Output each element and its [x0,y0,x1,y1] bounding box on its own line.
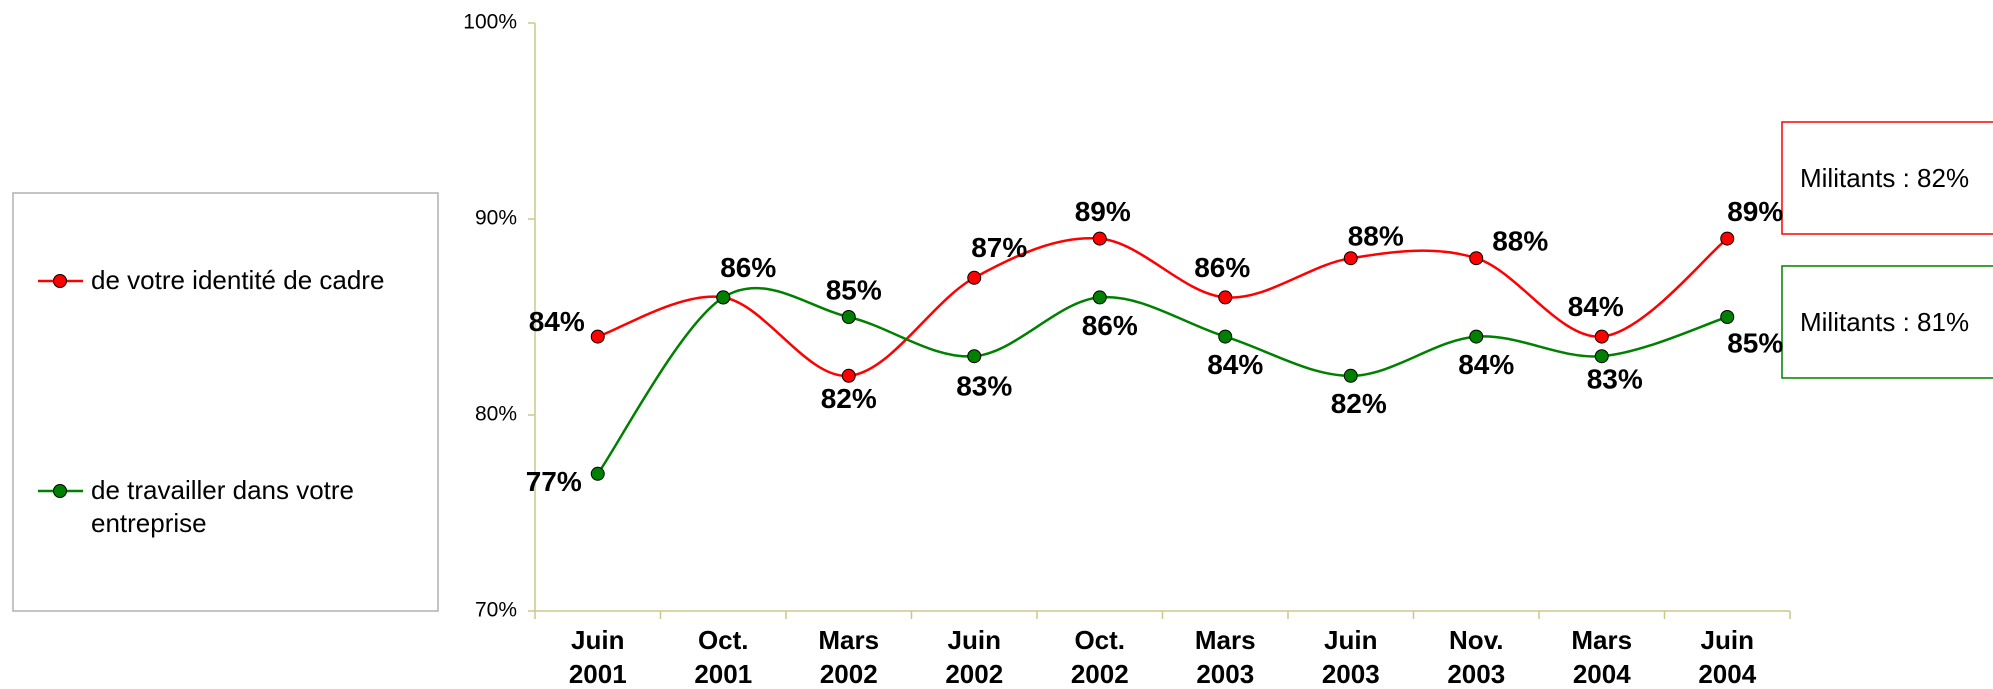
y-tick-label: 80% [475,403,517,426]
series-line [597,236,1729,378]
y-tick-label: 90% [475,207,517,230]
legend-marker [53,484,67,498]
data-point [1469,251,1484,266]
data-label: 83% [956,371,1012,402]
data-label: 86% [720,252,776,283]
x-tick-label: Mars 2004 [1571,625,1633,689]
data-point [590,466,605,481]
x-tick-label: Oct. 2001 [694,625,753,689]
data-label: 84% [1207,349,1263,380]
data-point [841,368,856,383]
annotation: Militants : 81% [1800,307,1970,337]
data-label: 85% [1727,327,1783,358]
y-tick-label: 70% [475,599,517,622]
x-tick-label: Juin 2003 [1321,625,1380,689]
data-label: 83% [1587,364,1643,395]
data-label: 77% [526,466,582,497]
annotation-box [1781,121,1993,235]
data-label: 86% [1194,252,1250,283]
annotation: Militants : 82% [1800,163,1970,193]
legend-marker [53,274,67,288]
data-point [1343,251,1358,266]
y-tick-label: 100% [463,11,517,34]
x-tick-label: Oct. 2002 [1070,625,1129,689]
data-point [1469,329,1484,344]
data-label: 86% [1082,310,1138,341]
x-tick-label: Nov. 2003 [1447,625,1506,689]
data-point [1594,349,1609,364]
data-point [967,270,982,285]
data-label: 82% [1331,388,1387,419]
data-label: 88% [1492,226,1548,257]
data-point [1343,368,1358,383]
x-tick-label: Mars 2003 [1194,625,1256,689]
data-label: 89% [1075,196,1131,227]
x-tick-label: Juin 2004 [1698,625,1757,689]
data-point [1218,290,1233,305]
data-point [590,329,605,344]
data-label: 84% [1458,349,1514,380]
data-point [1720,231,1735,246]
legend-label: de votre identité de cadre [91,265,385,295]
data-point [1720,310,1735,324]
data-point [841,310,856,324]
legend-box [12,192,439,612]
data-point [1218,329,1233,344]
data-label: 84% [1568,291,1624,322]
series-line [596,286,1728,475]
data-label: 84% [529,306,585,337]
legend-label: de travailler dans votre entreprise [91,475,355,538]
data-point [1092,290,1107,305]
data-point [1594,329,1609,344]
data-point [1092,231,1107,246]
x-tick-label: Mars 2002 [818,625,880,689]
x-tick-label: Juin 2001 [568,625,627,689]
data-label: 87% [971,232,1027,263]
data-point [716,290,731,305]
data-label: 85% [826,274,882,305]
data-point [967,349,982,364]
x-tick-label: Juin 2002 [945,625,1004,689]
data-label: 89% [1727,196,1783,227]
data-label: 82% [821,383,877,414]
annotation-box [1781,265,1993,379]
data-label: 88% [1348,221,1404,252]
